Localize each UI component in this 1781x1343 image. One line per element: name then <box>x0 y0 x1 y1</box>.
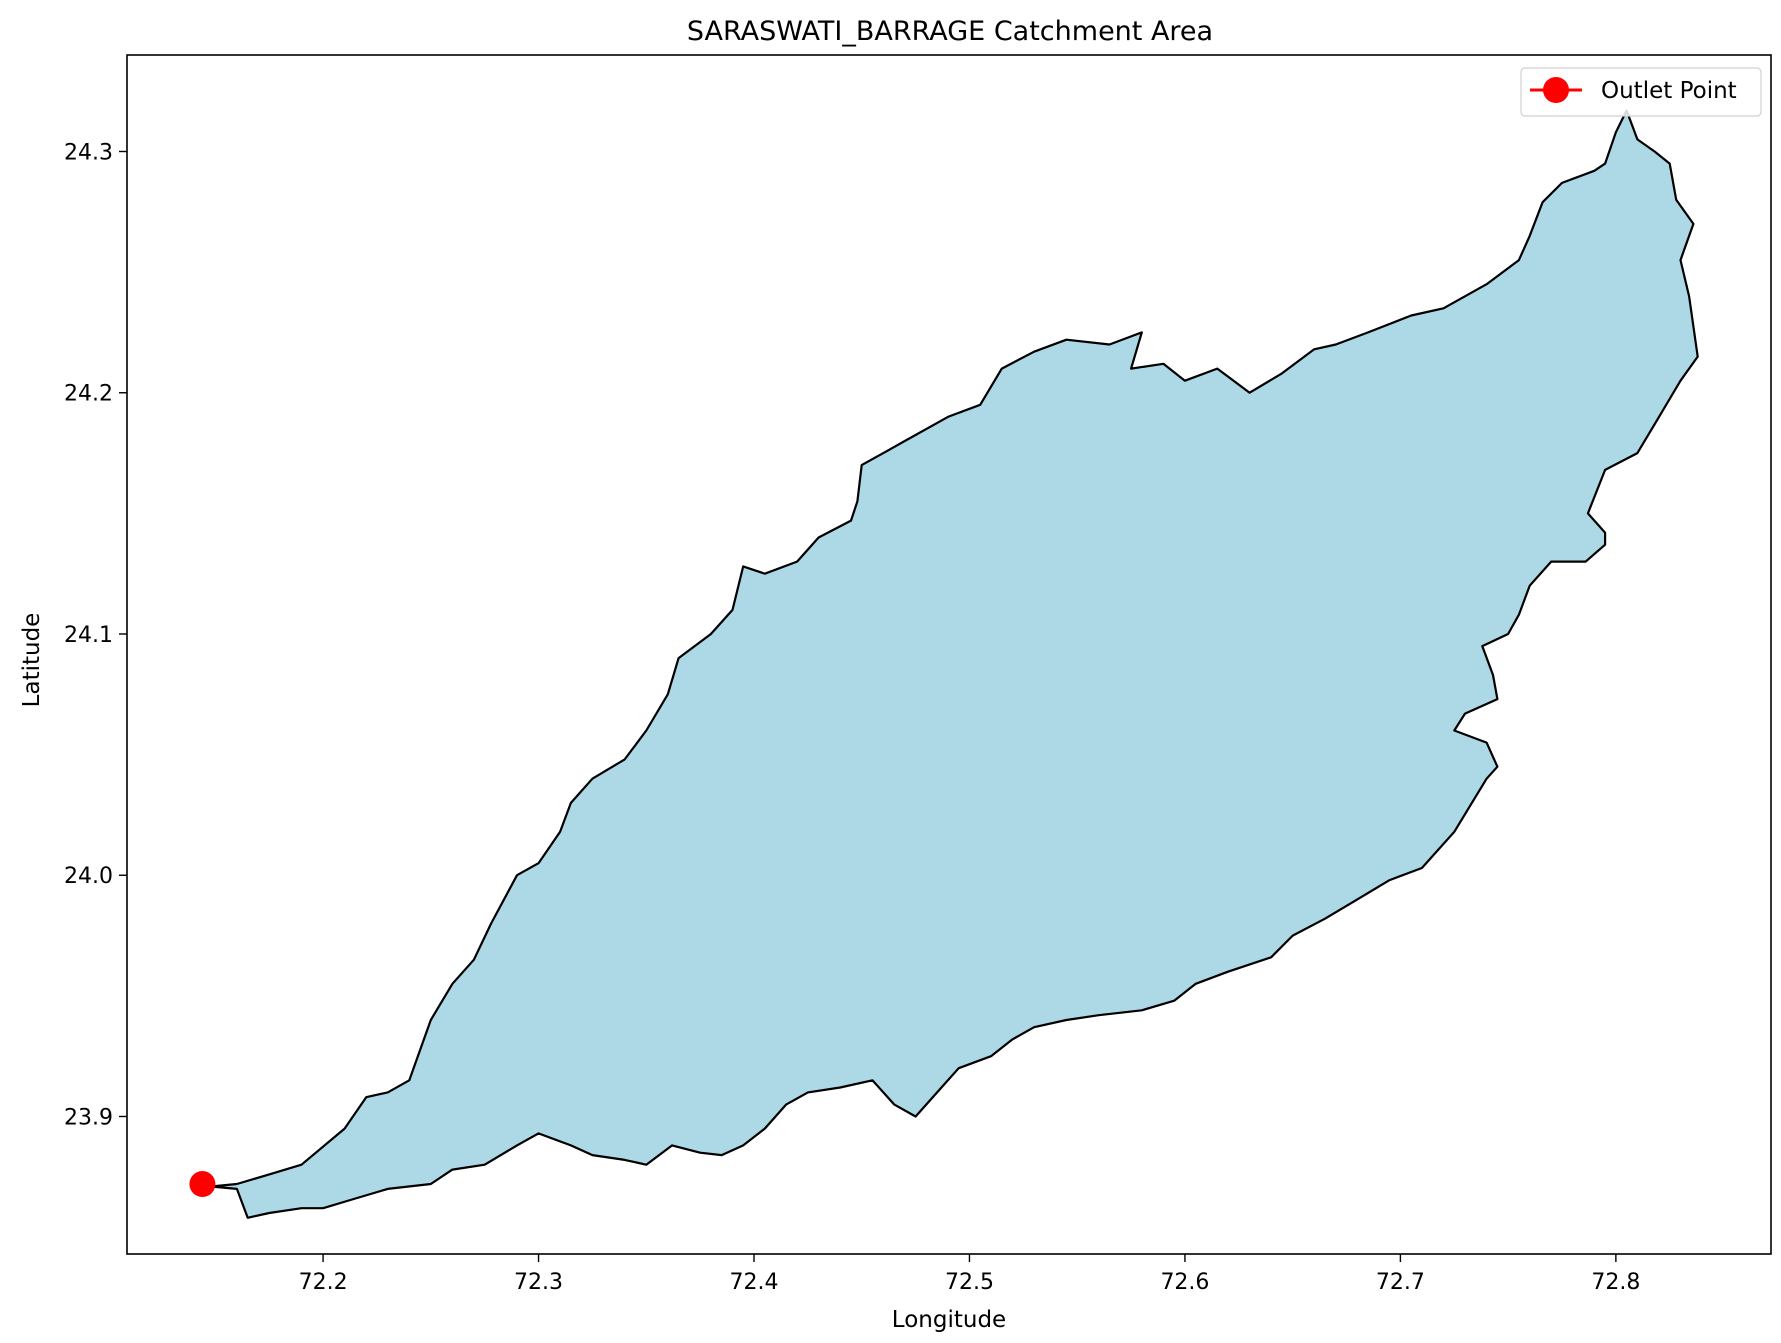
x-tick-label: 72.3 <box>514 1270 563 1295</box>
y-tick-label: 24.1 <box>64 623 113 648</box>
y-tick-label: 24.0 <box>64 864 113 889</box>
legend-box <box>1520 67 1762 117</box>
outlet-point-marker <box>189 1171 216 1198</box>
catchment-polygon <box>209 109 1699 1219</box>
x-tick-label: 72.8 <box>1591 1270 1640 1295</box>
chart-title: SARASWATI_BARRAGE Catchment Area <box>687 16 1213 47</box>
x-tick-label: 72.5 <box>945 1270 994 1295</box>
legend-marker-icon <box>1543 77 1569 103</box>
y-axis-ticks: 23.9 24.0 24.1 24.2 24.3 <box>64 140 127 1130</box>
y-tick-label: 23.9 <box>64 1105 113 1130</box>
x-tick-label: 72.2 <box>299 1270 348 1295</box>
x-axis-ticks: 72.2 72.3 72.4 72.5 72.6 72.7 72.8 <box>299 1254 1640 1295</box>
x-axis-label: Longitude <box>892 1307 1006 1333</box>
x-tick-label: 72.6 <box>1160 1270 1209 1295</box>
legend: Outlet Point <box>1520 67 1762 117</box>
plot-frame <box>126 54 1772 1255</box>
x-tick-label: 72.4 <box>730 1270 779 1295</box>
y-axis-label: Latitude <box>19 613 45 708</box>
y-tick-label: 24.3 <box>64 140 113 165</box>
x-tick-label: 72.7 <box>1376 1270 1425 1295</box>
legend-label: Outlet Point <box>1601 78 1737 104</box>
y-tick-label: 24.2 <box>64 382 113 407</box>
